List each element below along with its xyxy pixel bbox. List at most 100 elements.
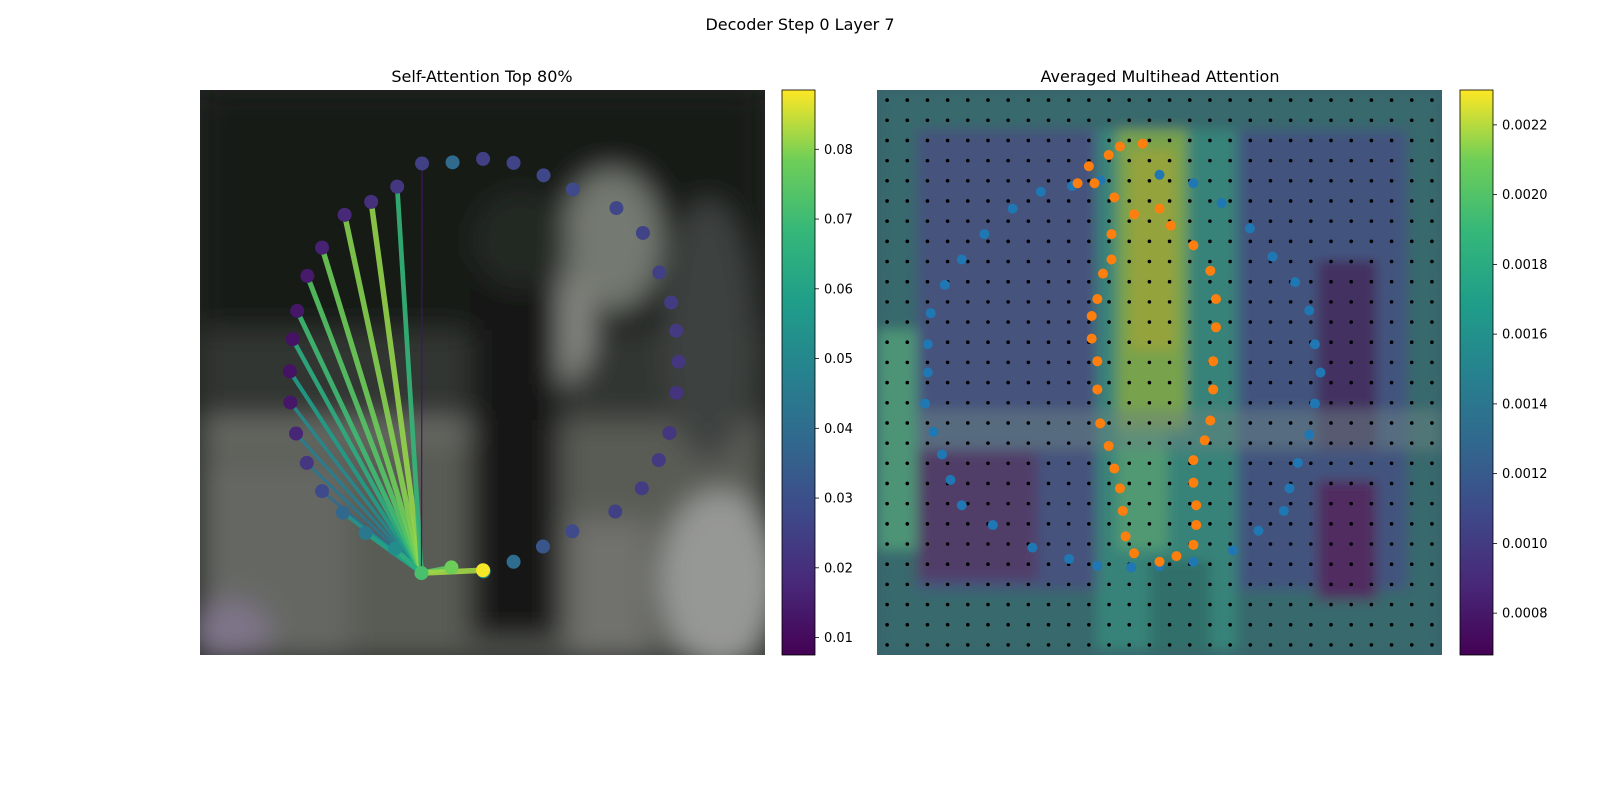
grid-dot [1369, 239, 1374, 244]
grid-dot [945, 461, 950, 466]
grid-dot [1107, 622, 1111, 627]
grid-dot [966, 441, 970, 445]
attention-link [294, 308, 424, 576]
grid-dot [945, 542, 950, 546]
attention-point [290, 303, 305, 318]
attention-point [414, 566, 429, 581]
grid-dot [1127, 320, 1132, 324]
grid-dot [1087, 481, 1091, 486]
grid-dot [1228, 421, 1232, 425]
grid-dot [1147, 622, 1152, 627]
grid-dot [1228, 582, 1232, 587]
grid-dot [885, 259, 889, 264]
attention-point [669, 323, 684, 338]
grid-dot [966, 643, 970, 647]
grid-dot [1026, 481, 1031, 486]
grid-dot [1208, 522, 1212, 526]
grid-dot [1409, 199, 1414, 203]
grid-dot [1349, 138, 1353, 143]
grid-dot [885, 582, 889, 587]
grid-dot [1046, 501, 1051, 506]
attention-point [387, 541, 402, 556]
grid-dot [1268, 239, 1273, 244]
grid-dot [1268, 582, 1273, 587]
grid-dot [1066, 421, 1071, 425]
grid-dot [1349, 481, 1353, 486]
grid-dot [966, 602, 970, 607]
grid-dot [1389, 461, 1394, 466]
grid-dot [1329, 602, 1333, 607]
grid-dot [1208, 118, 1212, 123]
grid-dot [1228, 481, 1232, 486]
grid-dot [945, 643, 950, 647]
query-point-orange [1165, 220, 1176, 231]
grid-dot [1309, 158, 1313, 163]
grid-dot [945, 421, 950, 425]
grid-dot [885, 522, 889, 526]
grid-dot [1046, 380, 1051, 385]
grid-dot [1046, 118, 1051, 123]
attention-point [444, 560, 459, 575]
query-point-blue [925, 308, 936, 319]
grid-dot [905, 118, 910, 123]
grid-dot [885, 400, 889, 405]
grid-dot [1349, 179, 1353, 183]
grid-dot [905, 461, 910, 466]
query-point-orange [1109, 192, 1120, 203]
query-point-orange [1117, 505, 1128, 516]
grid-dot [1026, 461, 1031, 466]
query-point-orange [1208, 356, 1219, 367]
grid-dot [1167, 501, 1172, 506]
query-point-orange [1205, 265, 1216, 276]
grid-dot [1369, 582, 1374, 587]
grid-dot [1349, 158, 1353, 163]
attention-point [669, 385, 684, 400]
grid-dot [1187, 441, 1192, 445]
grid-dot [986, 441, 990, 445]
colorbar-tick-label: 0.07 [824, 213, 853, 228]
grid-dot [1268, 360, 1273, 365]
grid-dot [1167, 622, 1172, 627]
grid-dot [1006, 279, 1010, 284]
colorbar-tick-label: 0.0010 [1502, 537, 1548, 552]
grid-dot [966, 481, 970, 486]
grid-dot [1349, 360, 1353, 365]
grid-dot [1006, 522, 1010, 526]
grid-dot [1208, 481, 1212, 486]
grid-dot [925, 239, 930, 244]
grid-dot [1026, 360, 1031, 365]
grid-dot [1329, 138, 1333, 143]
grid-dot [1430, 279, 1434, 284]
attention-point [315, 484, 330, 499]
grid-dot [1409, 219, 1414, 223]
grid-dot [1329, 562, 1333, 566]
grid-dot [1127, 300, 1132, 304]
grid-dot [1066, 199, 1071, 203]
grid-dot [966, 501, 970, 506]
grid-dot [1349, 320, 1353, 324]
grid-dot [1046, 219, 1051, 223]
grid-dot [1167, 98, 1172, 102]
query-point-orange [1199, 435, 1210, 446]
grid-dot [1147, 602, 1152, 607]
grid-dot [1187, 582, 1192, 587]
grid-dot [1409, 179, 1414, 183]
attention-point [476, 151, 491, 166]
grid-dot [1046, 279, 1051, 284]
query-point-orange [1191, 500, 1202, 511]
query-point-blue [1244, 223, 1255, 234]
grid-dot [1288, 562, 1293, 566]
grid-dot [925, 643, 930, 647]
grid-dot [1369, 441, 1374, 445]
query-point-orange [1120, 531, 1131, 542]
grid-dot [1309, 138, 1313, 143]
right-panel-title: Averaged Multihead Attention [1041, 67, 1280, 86]
grid-dot [1208, 461, 1212, 466]
grid-dot [1147, 441, 1152, 445]
grid-dot [1430, 421, 1434, 425]
grid-dot [1187, 158, 1192, 163]
grid-dot [1066, 279, 1071, 284]
grid-dot [1248, 522, 1253, 526]
grid-dot [986, 219, 990, 223]
grid-dot [1349, 118, 1353, 123]
